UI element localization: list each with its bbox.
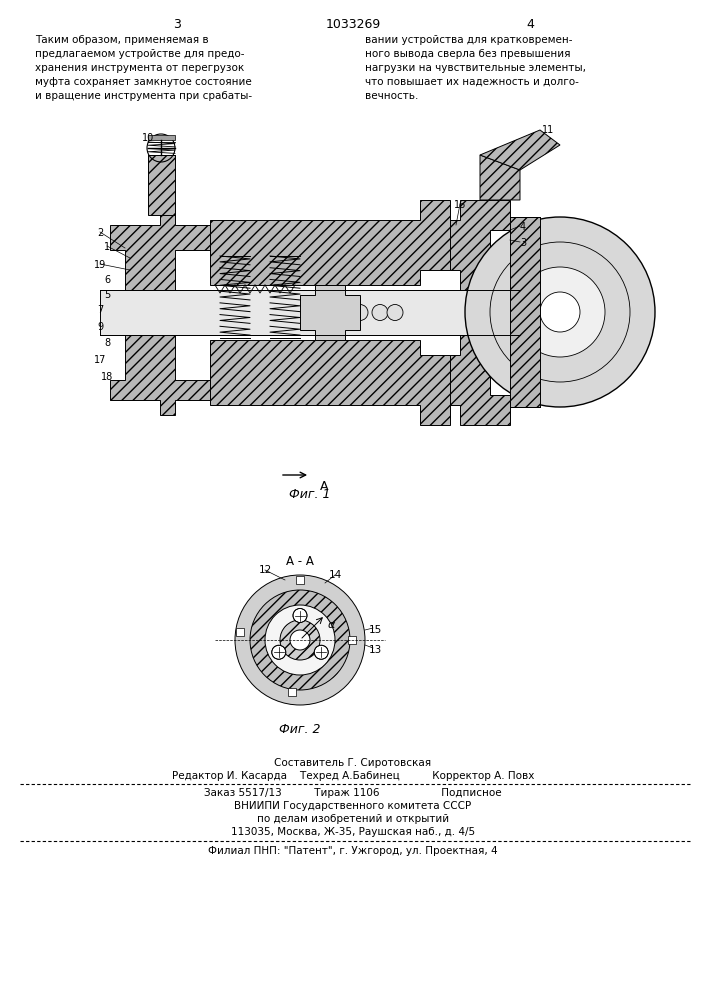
Circle shape bbox=[465, 217, 655, 407]
Circle shape bbox=[372, 304, 388, 320]
Polygon shape bbox=[148, 155, 175, 215]
Text: 7: 7 bbox=[97, 305, 103, 315]
Bar bbox=[348, 636, 356, 644]
Text: 6: 6 bbox=[104, 275, 110, 285]
Circle shape bbox=[352, 304, 368, 320]
Text: 12: 12 bbox=[258, 565, 271, 575]
Text: 4: 4 bbox=[526, 18, 534, 31]
Polygon shape bbox=[210, 200, 460, 285]
Text: A: A bbox=[320, 480, 329, 493]
Text: Фиг. 2: Фиг. 2 bbox=[279, 723, 321, 736]
Text: Заказ 5517/13          Тираж 1106                   Подписное: Заказ 5517/13 Тираж 1106 Подписное bbox=[204, 788, 502, 798]
Text: 1: 1 bbox=[104, 242, 110, 252]
Text: 3: 3 bbox=[173, 18, 181, 31]
Polygon shape bbox=[300, 285, 360, 340]
Text: 15: 15 bbox=[368, 625, 382, 635]
Text: Таким образом, применяемая в
предлагаемом устройстве для предо-
хранения инструм: Таким образом, применяемая в предлагаемо… bbox=[35, 35, 252, 101]
Text: вании устройства для кратковремен-
ного вывода сверла без превышения
нагрузки на: вании устройства для кратковремен- ного … bbox=[365, 35, 586, 101]
Text: 5: 5 bbox=[104, 290, 110, 300]
Polygon shape bbox=[110, 210, 210, 415]
Circle shape bbox=[271, 645, 286, 659]
Text: 8: 8 bbox=[104, 338, 110, 348]
Text: 113035, Москва, Ж-35, Раушская наб., д. 4/5: 113035, Москва, Ж-35, Раушская наб., д. … bbox=[231, 827, 475, 837]
Text: 3: 3 bbox=[520, 238, 526, 248]
Bar bbox=[100, 290, 520, 335]
Bar bbox=[296, 576, 304, 584]
Polygon shape bbox=[210, 340, 460, 425]
Text: по делам изобретений и открытий: по делам изобретений и открытий bbox=[257, 814, 449, 824]
Circle shape bbox=[387, 304, 403, 320]
Circle shape bbox=[290, 630, 310, 650]
Circle shape bbox=[265, 605, 335, 675]
Text: 4: 4 bbox=[520, 222, 526, 232]
Text: 9: 9 bbox=[97, 322, 103, 332]
Circle shape bbox=[515, 267, 605, 357]
Text: 11: 11 bbox=[542, 125, 554, 135]
Circle shape bbox=[293, 608, 307, 622]
Text: ВНИИПИ Государственного комитета СССР: ВНИИПИ Государственного комитета СССР bbox=[235, 801, 472, 811]
Polygon shape bbox=[480, 130, 560, 170]
Text: 18: 18 bbox=[101, 372, 113, 382]
Bar bbox=[236, 628, 244, 636]
Text: 1033269: 1033269 bbox=[325, 18, 380, 31]
Circle shape bbox=[332, 304, 348, 320]
Text: Филиал ПНП: "Патент", г. Ужгород, ул. Проектная, 4: Филиал ПНП: "Патент", г. Ужгород, ул. Пр… bbox=[208, 846, 498, 856]
Circle shape bbox=[314, 645, 328, 659]
Bar bbox=[288, 688, 296, 696]
Polygon shape bbox=[148, 135, 175, 140]
Circle shape bbox=[250, 590, 350, 690]
Text: Редактор И. Касарда    Техред А.Бабинец          Корректор А. Повх: Редактор И. Касарда Техред А.Бабинец Кор… bbox=[172, 771, 534, 781]
Text: 17: 17 bbox=[94, 355, 106, 365]
Polygon shape bbox=[510, 217, 540, 407]
Text: 14: 14 bbox=[328, 570, 341, 580]
Text: 19: 19 bbox=[94, 260, 106, 270]
Text: 16: 16 bbox=[454, 200, 466, 210]
Text: Фиг. 1: Фиг. 1 bbox=[289, 488, 331, 501]
Circle shape bbox=[235, 575, 365, 705]
Polygon shape bbox=[450, 200, 510, 425]
Text: 13: 13 bbox=[368, 645, 382, 655]
Text: 2: 2 bbox=[97, 228, 103, 238]
Text: 10: 10 bbox=[142, 133, 154, 143]
Circle shape bbox=[540, 292, 580, 332]
Text: A - A: A - A bbox=[286, 555, 314, 568]
Polygon shape bbox=[480, 155, 520, 200]
Circle shape bbox=[280, 620, 320, 660]
Text: Составитель Г. Сиротовская: Составитель Г. Сиротовская bbox=[274, 758, 431, 768]
Text: α: α bbox=[328, 620, 335, 630]
